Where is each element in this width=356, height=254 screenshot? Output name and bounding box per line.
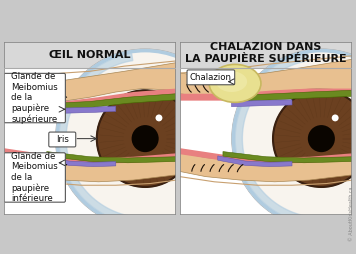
- Text: © AboutKidsHealth.ca: © AboutKidsHealth.ca: [349, 187, 354, 241]
- Text: Iris: Iris: [56, 135, 69, 144]
- Polygon shape: [4, 152, 176, 182]
- Text: Glande de
Meibomius
de la
paupière
supérieure: Glande de Meibomius de la paupière supér…: [11, 72, 58, 124]
- Polygon shape: [180, 89, 352, 101]
- Polygon shape: [42, 156, 116, 167]
- Circle shape: [55, 49, 235, 228]
- Polygon shape: [218, 156, 292, 167]
- Polygon shape: [223, 152, 352, 163]
- FancyBboxPatch shape: [4, 73, 66, 123]
- Polygon shape: [180, 148, 352, 164]
- Circle shape: [332, 115, 339, 121]
- Polygon shape: [47, 106, 116, 114]
- FancyBboxPatch shape: [49, 132, 76, 147]
- Circle shape: [308, 125, 335, 152]
- Circle shape: [231, 49, 356, 228]
- Circle shape: [132, 125, 159, 152]
- Text: CHALAZION DANS
LA PAUPIÈRE SUPÉRIEURE: CHALAZION DANS LA PAUPIÈRE SUPÉRIEURE: [185, 42, 347, 64]
- Polygon shape: [4, 89, 176, 109]
- Polygon shape: [4, 63, 176, 102]
- Text: ŒIL NORMAL: ŒIL NORMAL: [49, 50, 131, 60]
- Circle shape: [97, 90, 194, 187]
- Circle shape: [156, 115, 162, 121]
- Polygon shape: [231, 90, 352, 102]
- FancyBboxPatch shape: [187, 70, 235, 85]
- Polygon shape: [56, 94, 176, 109]
- Text: Glande de
Meibomius
de la
paupière
inférieure: Glande de Meibomius de la paupière infér…: [11, 152, 58, 203]
- Polygon shape: [231, 100, 292, 107]
- Polygon shape: [59, 54, 133, 224]
- FancyBboxPatch shape: [4, 153, 66, 202]
- Text: Chalazion: Chalazion: [190, 73, 232, 82]
- Polygon shape: [4, 148, 176, 164]
- Bar: [180, 42, 352, 68]
- Circle shape: [273, 90, 356, 187]
- Polygon shape: [180, 59, 352, 97]
- Polygon shape: [47, 152, 176, 163]
- Ellipse shape: [216, 71, 247, 92]
- Polygon shape: [180, 152, 352, 182]
- Bar: [4, 42, 176, 68]
- Polygon shape: [235, 54, 309, 224]
- Ellipse shape: [209, 64, 261, 102]
